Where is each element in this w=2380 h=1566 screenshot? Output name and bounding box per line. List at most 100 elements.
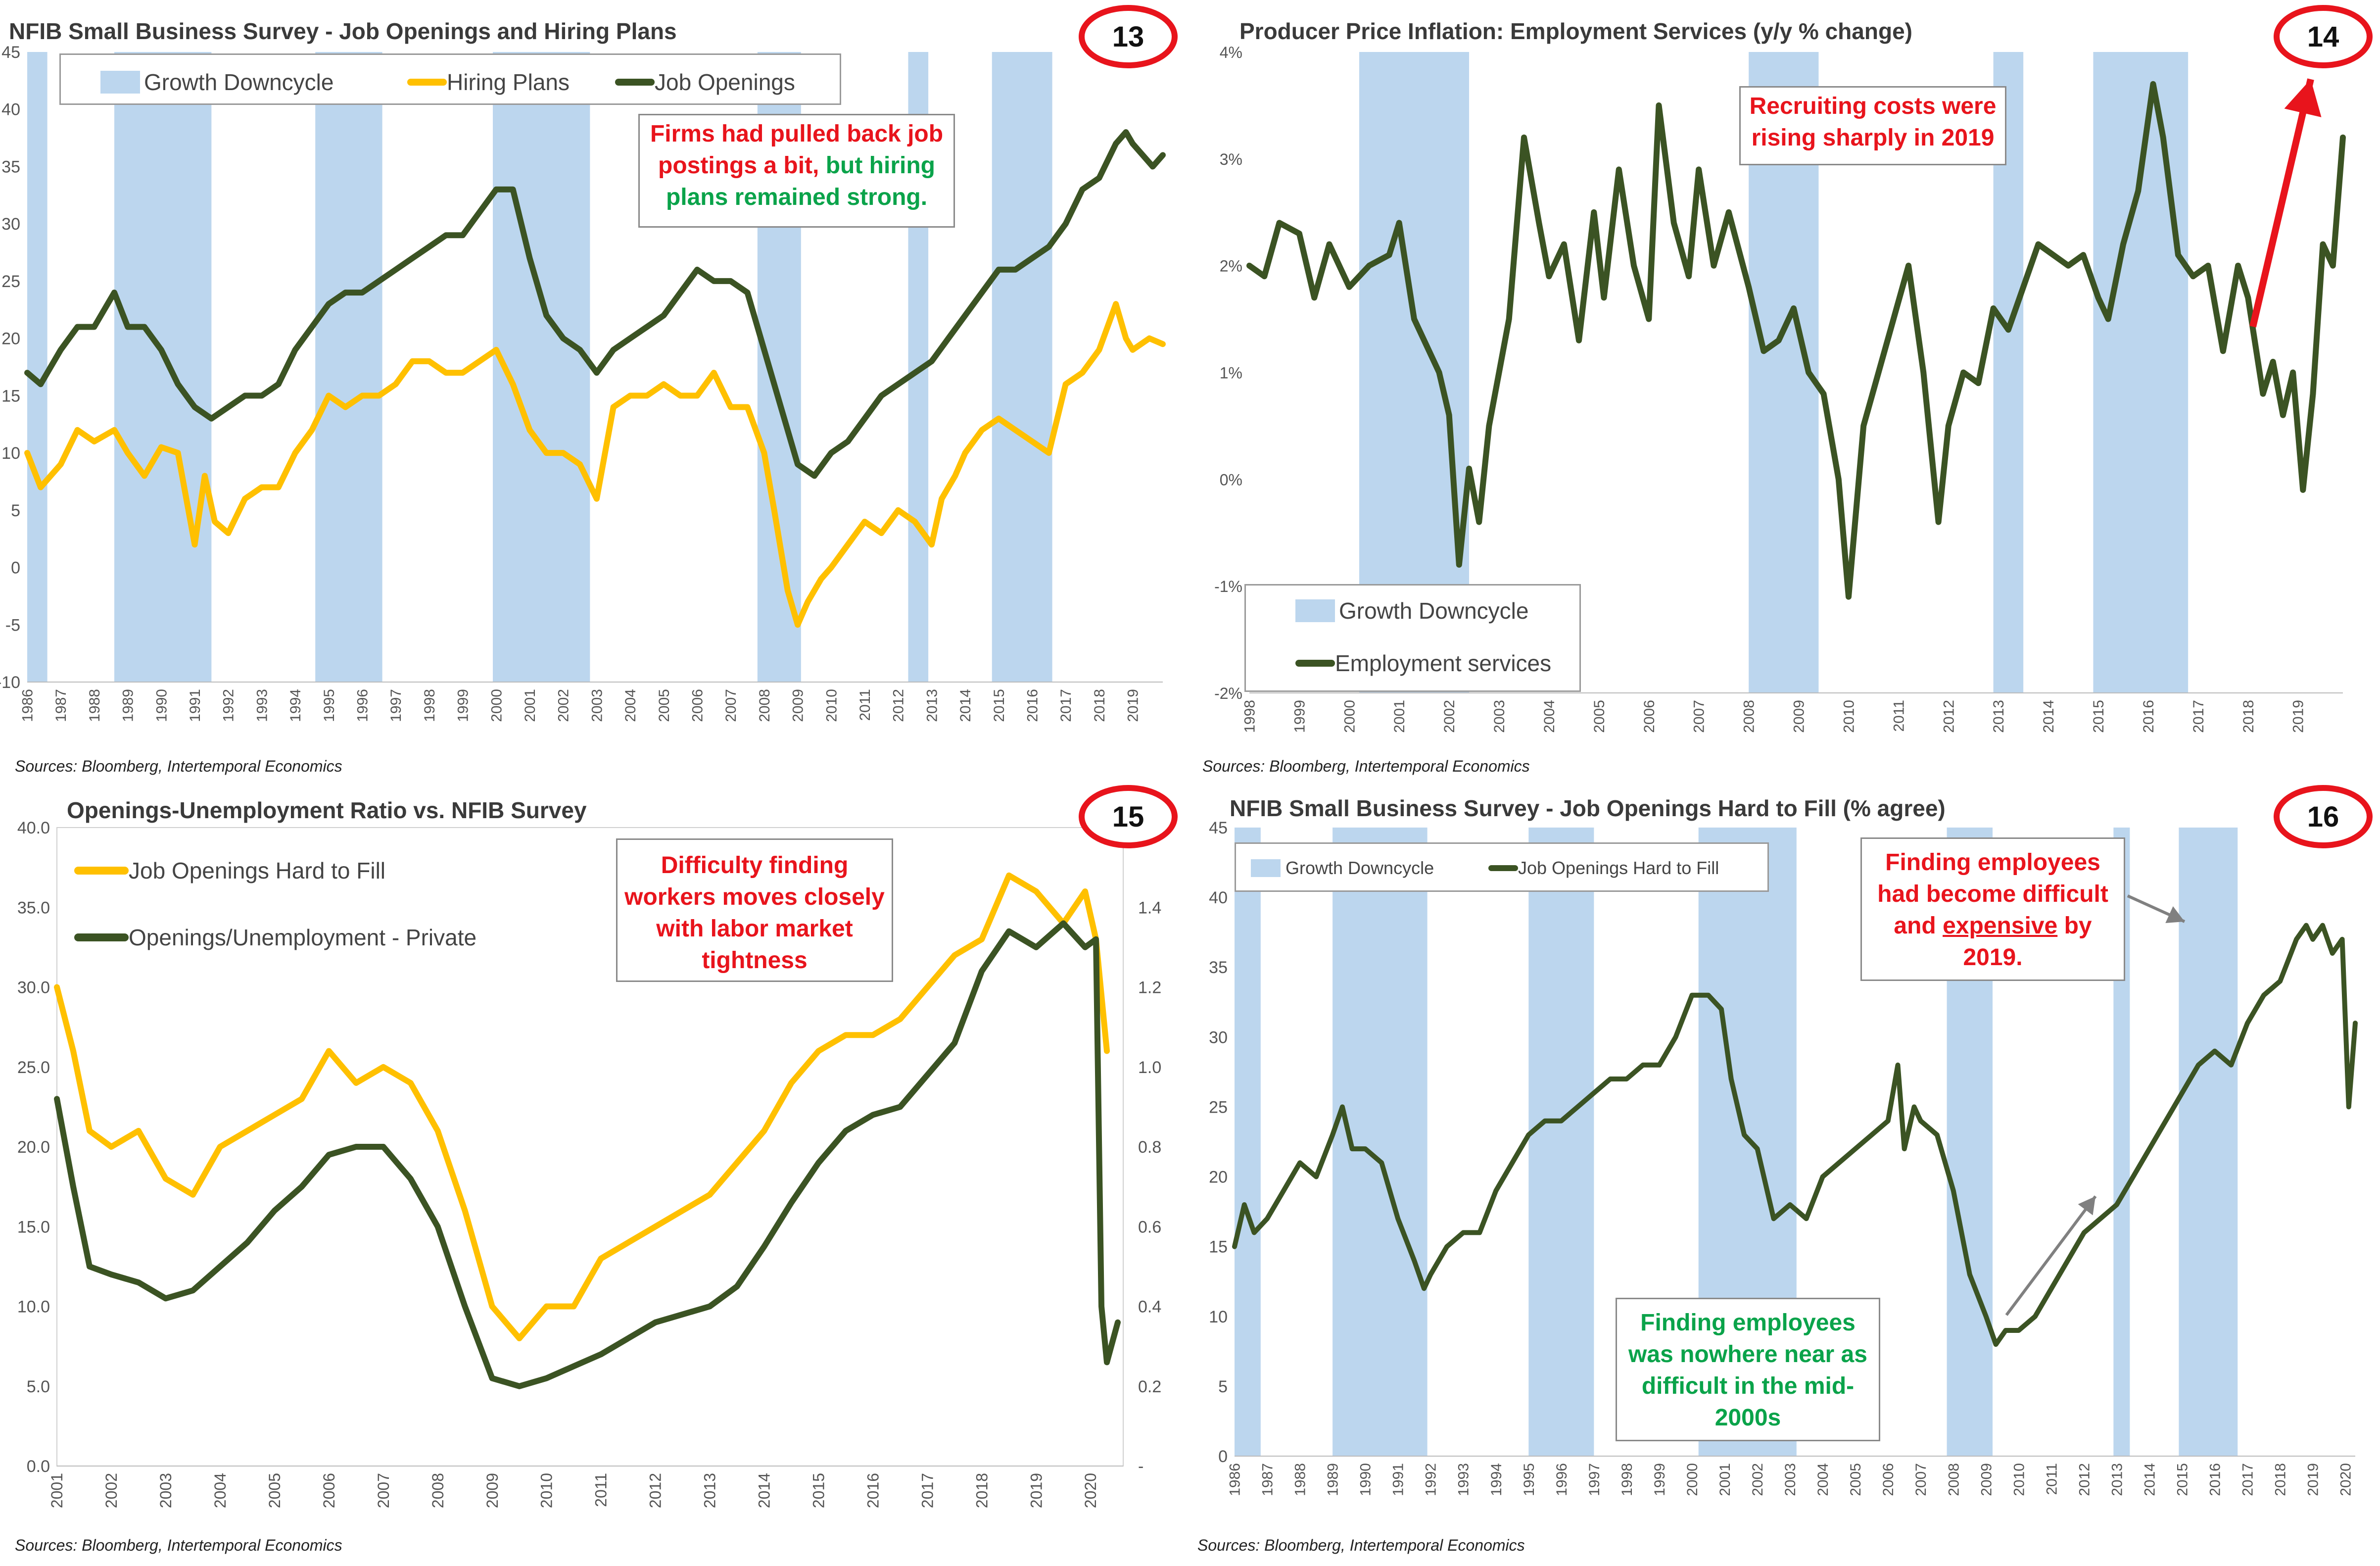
x-tick-label: 1996	[354, 689, 371, 722]
legend-label: Job Openings	[655, 69, 795, 95]
x-tick-label: 1995	[1521, 1463, 1537, 1496]
x-tick-label: 1993	[1456, 1463, 1472, 1496]
y2-tick-label: 0.4	[1138, 1298, 1161, 1317]
x-tick-label: 1999	[1291, 700, 1308, 733]
x-tick-label: 2007	[375, 1473, 392, 1508]
x-tick-label: 2010	[823, 689, 840, 722]
openings-unemployment-swatch	[74, 933, 129, 941]
x-tick-label: 2015	[2175, 1463, 2191, 1496]
x-tick-label: 2018	[1092, 689, 1108, 722]
series-line-hiring-plans	[24, 301, 1166, 628]
x-tick-label: 1987	[53, 689, 69, 722]
series-line-employment-services	[1246, 81, 2346, 600]
x-tick-label: 1997	[1586, 1463, 1603, 1496]
legend-hard-to-fill: Job Openings Hard to Fill	[74, 857, 385, 884]
x-tick-label: 2000	[1341, 700, 1358, 733]
y-tick-label: 2%	[1220, 257, 1242, 275]
x-tick-label: 2004	[622, 689, 639, 722]
legend-label: Growth Downcycle	[1285, 858, 1434, 878]
x-tick-label: 2017	[2240, 1463, 2256, 1496]
y-tick-label: 40	[1209, 888, 1228, 907]
x-tick-label: 2014	[2041, 700, 2057, 733]
x-tick-label: 1998	[422, 689, 438, 722]
downcycle-band	[315, 52, 382, 682]
legend-growth-downcycle: Growth Downcycle	[1295, 597, 1528, 624]
chart-legend: Growth Downcycle Job Openings Hard to Fi…	[1235, 842, 1769, 892]
annotation-box: Firms had pulled back job postings a bit…	[638, 114, 955, 228]
x-tick-label: 2015	[991, 689, 1007, 722]
x-tick-label: 2008	[1946, 1463, 1962, 1496]
chart-number-badge: 13	[1079, 5, 1178, 68]
legend-growth-downcycle: Growth Downcycle	[100, 69, 333, 96]
y2-tick-label: 0.2	[1138, 1377, 1161, 1396]
x-tick-label: 1998	[1242, 700, 1258, 733]
y-tick-label: 45	[1209, 819, 1228, 837]
x-tick-label: 1989	[1325, 1463, 1341, 1496]
downcycle-band	[1235, 828, 1261, 1456]
x-tick-label: 1990	[153, 689, 170, 722]
chart-16-svg: 0 5 10 15 20 25 30 35 40 45 1986 1987 1988 1989 1990 19…	[1209, 819, 2358, 1496]
x-tick-label: 2016	[864, 1473, 882, 1508]
y-tick-label: 40	[1, 100, 20, 119]
y-tick-label: 20.0	[17, 1138, 50, 1157]
x-tick-label: 2009	[1978, 1463, 1995, 1496]
x-tick-label: 2007	[1691, 700, 1708, 733]
x-tick-label: 2003	[157, 1473, 175, 1508]
x-tick-label: 1989	[120, 689, 137, 722]
x-tick-label: 2007	[1913, 1463, 1929, 1496]
annotation-box-top: Finding employees had become difficult a…	[1860, 837, 2125, 981]
chart-title: Producer Price Inflation: Employment Ser…	[1239, 18, 1912, 44]
legend-label: Growth Downcycle	[1339, 598, 1529, 624]
y-tick-label: 15.0	[17, 1218, 50, 1236]
panel-15: 0.0 5.0 10.0 15.0 20.0 25.0 30.0 35.0 40.0 - 0.2 0.…	[0, 783, 1190, 1566]
y-tick-label: 10	[1, 444, 20, 463]
x-tick-label: 2002	[1441, 700, 1458, 733]
x-tick-label: 2003	[1782, 1463, 1799, 1496]
downcycle-band	[493, 52, 590, 682]
x-tick-label: 1999	[455, 689, 472, 722]
x-tick-label: 2002	[102, 1473, 120, 1508]
arrow-head	[2284, 79, 2322, 117]
x-tick-label: 2001	[48, 1473, 66, 1508]
x-tick-label: 1998	[1619, 1463, 1635, 1496]
chart-number-badge: 15	[1079, 785, 1178, 848]
y-tick-label: 0	[11, 559, 20, 578]
panel-16: 0 5 10 15 20 25 30 35 40 45 1986 1987 1988 1989 1990 19…	[1190, 783, 2380, 1566]
y-tick-label: 25.0	[17, 1058, 50, 1077]
downcycle-swatch	[1295, 599, 1335, 622]
legend-employment-services: Employment services	[1295, 650, 1551, 677]
legend-growth-downcycle: Growth Downcycle	[1251, 858, 1434, 879]
chart-number-badge: 16	[2274, 785, 2373, 848]
downcycle-band	[27, 52, 48, 682]
y-tick-label: 30	[1, 215, 20, 234]
y-tick-label: 25	[1, 272, 20, 291]
x-tick-label: 2012	[891, 689, 907, 722]
x-tick-label: 2012	[647, 1473, 665, 1508]
y-tick-label: -5	[5, 616, 20, 635]
chart-legend: Growth Downcycle Hiring Plans Job Openin…	[59, 53, 841, 105]
arrow-shaft	[2249, 78, 2314, 328]
x-tick-label: 2017	[1058, 689, 1074, 722]
legend-job-openings: Job Openings	[615, 69, 795, 96]
x-tick-label: 2013	[1991, 700, 2007, 733]
y-tick-label: 1%	[1220, 364, 1242, 382]
y-tick-label: 20	[1209, 1168, 1228, 1187]
x-tick-label: 1986	[1227, 1463, 1243, 1496]
x-tick-label: 1997	[388, 689, 404, 722]
y-tick-label: 35	[1209, 958, 1228, 977]
y-tick-label: 35	[1, 157, 20, 176]
x-tick-label: 2011	[2044, 1463, 2060, 1495]
x-tick-label: 2005	[1591, 700, 1608, 733]
y-tick-label: 0	[1218, 1447, 1228, 1466]
y-tick-label: 20	[1, 330, 20, 348]
x-tick-label: 2009	[1791, 700, 1808, 733]
x-tick-label: 2012	[1941, 700, 1957, 733]
y-tick-label: 15	[1209, 1238, 1228, 1257]
annotation-green-text: Finding employees was nowhere near as di…	[1628, 1310, 1867, 1431]
x-tick-label: 2006	[689, 689, 706, 722]
x-tick-label: 2004	[211, 1473, 229, 1508]
x-tick-label: 2019	[2305, 1463, 2322, 1496]
legend-label: Job Openings Hard to Fill	[129, 858, 386, 883]
y-tick-label: 0.0	[27, 1457, 50, 1476]
x-tick-label: 1987	[1260, 1463, 1276, 1496]
